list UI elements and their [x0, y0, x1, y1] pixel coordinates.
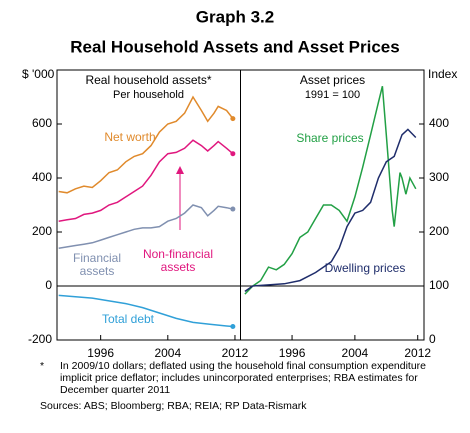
series-label: Financial assets	[72, 251, 122, 278]
panel-subtitle: Per household	[113, 89, 184, 101]
end-point	[230, 206, 236, 212]
note-marker: *	[40, 360, 45, 372]
x-tick-label: 2012	[404, 346, 431, 360]
series-line	[58, 139, 234, 222]
panel-title: Asset prices	[300, 73, 365, 87]
series-label: Share prices	[296, 131, 364, 145]
series-line	[58, 95, 234, 194]
y-tick-label: 0	[429, 332, 436, 346]
arrow-head	[176, 166, 184, 174]
series-line	[58, 204, 234, 249]
sources: Sources: ABS; Bloomberg; RBA; REIA; RP D…	[40, 400, 307, 412]
x-tick-label: 1996	[279, 346, 306, 360]
end-point	[230, 324, 236, 329]
series-line	[244, 128, 417, 293]
chart-subtitle: Real Household Assets and Asset Prices	[70, 37, 399, 56]
series-label: Non-financial assets	[142, 247, 214, 274]
y-tick-label: 100	[429, 278, 449, 292]
x-tick-label: 1996	[87, 346, 114, 360]
y-axis-label: Index	[428, 67, 457, 81]
y-tick-label: 0	[45, 278, 52, 292]
y-tick-label: -200	[28, 332, 52, 346]
y-axis-label: $ '000	[22, 67, 55, 81]
x-tick-label: 2004	[342, 346, 369, 360]
series-label: Dwelling prices	[324, 261, 406, 275]
series-line	[244, 86, 417, 295]
series-label: Total debt	[101, 312, 155, 326]
panel-title: Real household assets*	[85, 73, 211, 87]
y-tick-label: 200	[429, 224, 449, 238]
series-label: Net worth	[104, 130, 156, 144]
x-tick-label: 2004	[154, 346, 181, 360]
y-tick-label: 600	[32, 116, 52, 130]
series-line	[58, 294, 233, 328]
end-point	[230, 116, 236, 122]
chart-title: Graph 3.2	[196, 7, 274, 26]
y-tick-label: 300	[429, 170, 449, 184]
note: In 2009/10 dollars; deflated using the h…	[60, 360, 427, 396]
y-tick-label: 400	[32, 170, 52, 184]
y-tick-label: 200	[32, 224, 52, 238]
end-point	[230, 151, 236, 157]
x-tick-label: 2012	[222, 346, 249, 360]
panel-subtitle: 1991 = 100	[305, 89, 360, 101]
y-tick-label: 400	[429, 116, 449, 130]
